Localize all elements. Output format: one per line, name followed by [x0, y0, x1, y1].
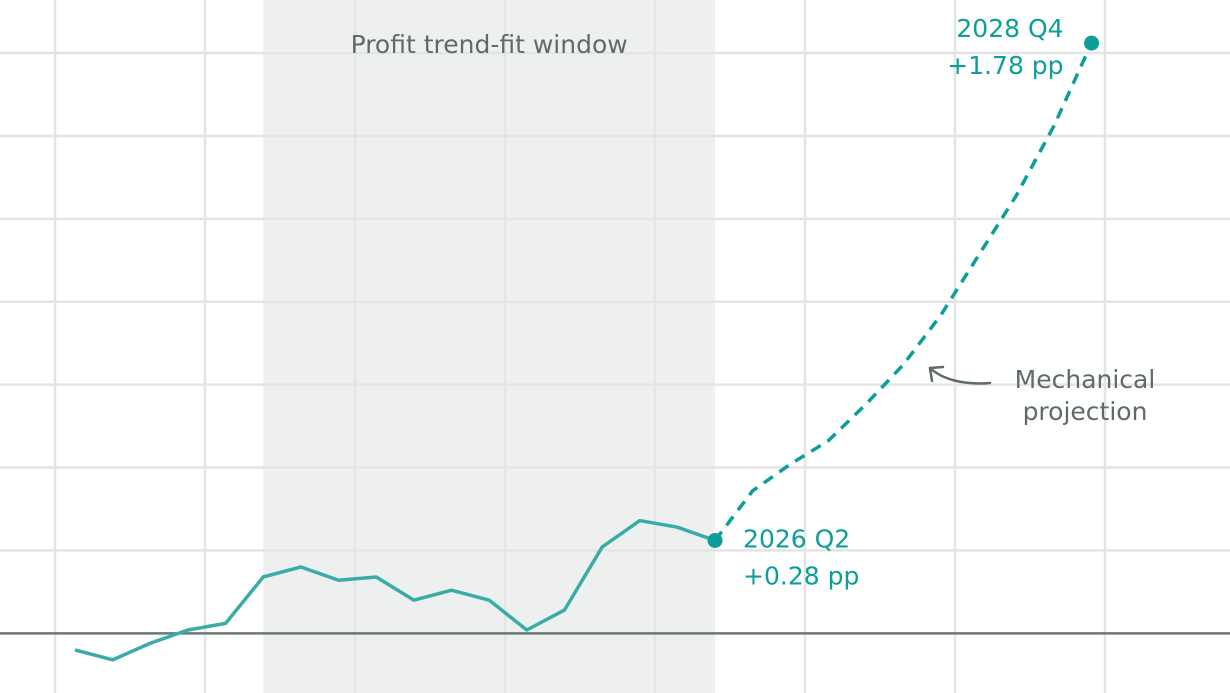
- series-line: [74, 518, 716, 662]
- callout-arrow: [928, 365, 992, 385]
- point-value-label: +1.78 pp: [947, 51, 1063, 80]
- trend-fit-window: [263, 0, 716, 693]
- callout-label: projection: [1023, 397, 1148, 426]
- end-point: [707, 532, 723, 548]
- point-date-label: 2028 Q4: [956, 14, 1063, 43]
- window-label: Profit trend-fit window: [351, 30, 628, 59]
- callout-label: Mechanical: [1015, 365, 1156, 394]
- point-date-label: 2026 Q2: [743, 524, 850, 553]
- series-line: [713, 42, 1094, 542]
- end-point: [1084, 35, 1100, 51]
- point-value-label: +0.28 pp: [743, 561, 859, 590]
